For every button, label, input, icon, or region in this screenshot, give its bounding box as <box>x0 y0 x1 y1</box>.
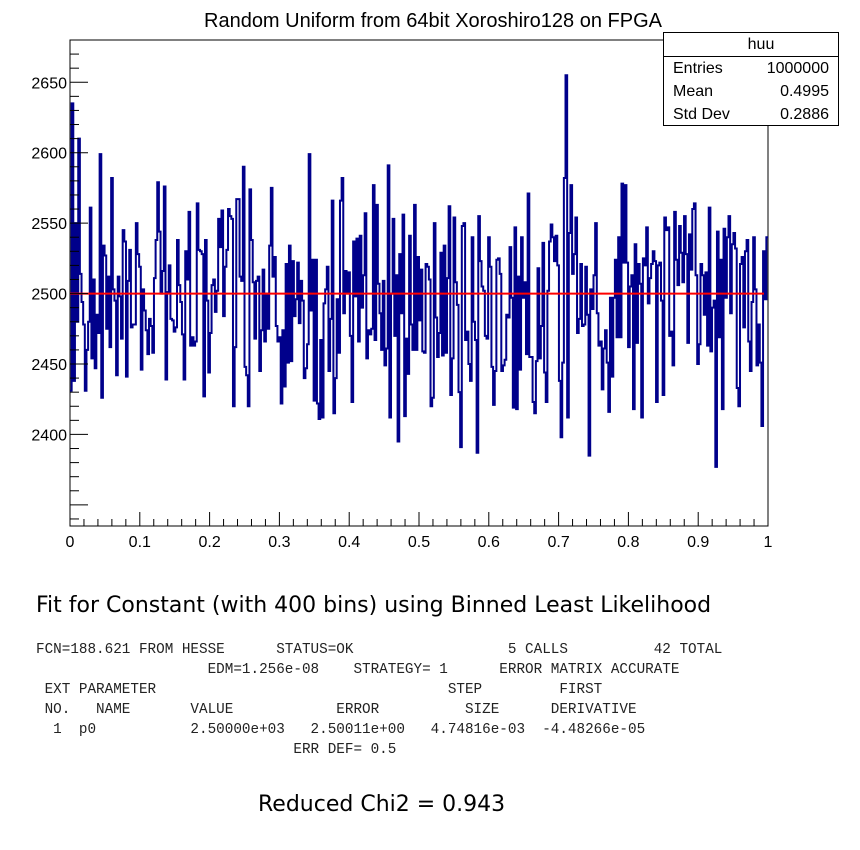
fit-output-line: NO. NAME VALUE ERROR SIZE DERIVATIVE <box>36 702 637 718</box>
stats-value: 0.2886 <box>780 106 829 123</box>
x-tick-label: 0.2 <box>198 534 220 551</box>
stats-label: Mean <box>673 83 714 100</box>
x-tick-label: 1 <box>764 534 773 551</box>
fit-output: FCN=188.621 FROM HESSE STATUS=OK 5 CALLS… <box>36 640 722 760</box>
x-tick-label: 0.6 <box>478 534 500 551</box>
y-tick-label: 2600 <box>31 146 67 163</box>
stats-row-mean: Mean 0.4995 <box>664 80 838 103</box>
y-tick-label: 2400 <box>31 427 67 444</box>
histogram-series <box>70 74 768 468</box>
x-tick-label: 0.5 <box>408 534 430 551</box>
stats-box: huu Entries 1000000 Mean 0.4995 Std Dev … <box>663 32 839 126</box>
fit-heading: Fit for Constant (with 400 bins) using B… <box>36 593 712 618</box>
y-tick-label: 2550 <box>31 216 67 233</box>
fit-output-line: FCN=188.621 FROM HESSE STATUS=OK 5 CALLS… <box>36 642 723 658</box>
x-tick-label: 0.1 <box>129 534 151 551</box>
x-tick-label: 0.4 <box>338 534 360 551</box>
x-tick-label: 0.3 <box>268 534 290 551</box>
fit-output-line: EDM=1.256e-08 STRATEGY= 1 ERROR MATRIX A… <box>36 662 680 678</box>
x-tick-label: 0 <box>66 534 75 551</box>
stats-row-std-dev: Std Dev 0.2886 <box>664 103 838 126</box>
fit-output-line: 1 p0 2.50000e+03 2.50011e+00 4.74816e-03… <box>36 722 646 738</box>
x-tick-label: 0.9 <box>687 534 709 551</box>
stats-value: 0.4995 <box>780 83 829 100</box>
chart-title: Random Uniform from 64bit Xoroshiro128 o… <box>204 10 663 32</box>
y-tick-label: 2450 <box>31 357 67 374</box>
stats-value: 1000000 <box>766 60 829 77</box>
fit-output-line: ERR DEF= 0.5 <box>36 742 397 758</box>
stats-row-entries: Entries 1000000 <box>664 57 838 80</box>
y-tick-label: 2650 <box>31 75 67 92</box>
stats-histogram-name: huu <box>664 33 838 57</box>
stats-label: Std Dev <box>673 106 730 123</box>
stats-label: Entries <box>673 60 723 77</box>
fit-output-line: EXT PARAMETER STEP FIRST <box>36 682 603 698</box>
histogram-chart: Random Uniform from 64bit Xoroshiro128 o… <box>31 10 773 551</box>
reduced-chi2: Reduced Chi2 = 0.943 <box>258 792 506 817</box>
x-tick-label: 0.8 <box>617 534 639 551</box>
y-tick-label: 2500 <box>31 287 67 304</box>
x-tick-label: 0.7 <box>547 534 569 551</box>
